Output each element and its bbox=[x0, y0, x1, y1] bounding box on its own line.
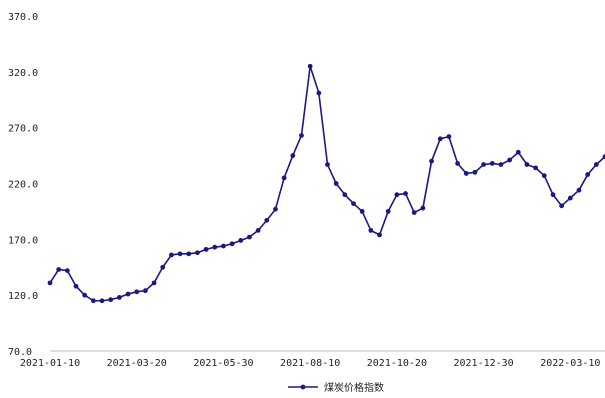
data-point bbox=[541, 173, 547, 179]
data-point bbox=[203, 246, 209, 252]
data-point bbox=[420, 205, 426, 211]
x-tick-label: 2021-10-20 bbox=[367, 358, 427, 369]
data-point bbox=[47, 280, 53, 286]
data-point bbox=[411, 210, 417, 215]
data-point bbox=[351, 201, 356, 207]
data-point bbox=[342, 192, 348, 198]
data-point bbox=[463, 171, 469, 176]
data-point bbox=[307, 63, 313, 69]
data-point bbox=[229, 241, 235, 247]
x-tick-label: 2021-01-10 bbox=[20, 358, 80, 369]
data-point bbox=[394, 192, 400, 198]
data-point bbox=[90, 298, 96, 304]
x-tick-label: 2021-05-30 bbox=[193, 358, 253, 369]
data-point bbox=[403, 191, 408, 196]
data-point bbox=[489, 161, 495, 166]
data-point bbox=[56, 267, 62, 272]
data-point bbox=[455, 161, 460, 166]
data-point bbox=[99, 298, 105, 304]
y-tick-label: 70.0 bbox=[8, 347, 32, 358]
data-point bbox=[151, 280, 157, 286]
series-group bbox=[47, 63, 605, 304]
data-point bbox=[385, 209, 391, 214]
data-point bbox=[498, 162, 504, 167]
data-point bbox=[333, 181, 339, 186]
data-point bbox=[169, 252, 174, 258]
data-point bbox=[585, 172, 591, 177]
data-point bbox=[186, 251, 192, 257]
data-point bbox=[64, 268, 70, 273]
data-point bbox=[177, 251, 183, 257]
data-point bbox=[247, 234, 252, 240]
y-tick-label: 370.0 bbox=[8, 12, 38, 23]
data-point bbox=[73, 283, 79, 289]
x-tick-label: 2021-12-30 bbox=[453, 358, 513, 369]
data-point bbox=[377, 232, 382, 238]
data-point bbox=[238, 238, 244, 243]
data-point bbox=[481, 162, 486, 167]
y-tick-label: 170.0 bbox=[8, 235, 38, 246]
data-point bbox=[264, 217, 270, 223]
x-tick-label: 2021-03-20 bbox=[107, 358, 167, 369]
data-point bbox=[515, 149, 521, 155]
data-point bbox=[524, 162, 530, 167]
data-point bbox=[437, 136, 443, 142]
data-point bbox=[567, 195, 573, 201]
x-axis-tick-labels: 2021-01-10 2021-03-20 2021-05-30 2021-08-10… bbox=[20, 358, 601, 369]
data-point bbox=[359, 209, 365, 214]
data-point bbox=[446, 134, 452, 140]
series-line bbox=[49, 65, 605, 302]
data-point bbox=[290, 153, 296, 158]
data-point bbox=[368, 228, 374, 233]
data-point bbox=[195, 250, 200, 256]
data-point bbox=[273, 206, 278, 212]
data-point bbox=[142, 288, 148, 294]
data-point bbox=[116, 295, 122, 300]
data-point bbox=[255, 228, 261, 233]
data-point bbox=[316, 90, 322, 96]
y-tick-label: 320.0 bbox=[8, 68, 38, 79]
y-tick-label: 220.0 bbox=[8, 180, 38, 191]
data-point bbox=[429, 158, 434, 164]
legend-label: 煤炭价格指数 bbox=[324, 381, 384, 394]
y-tick-label: 270.0 bbox=[8, 124, 38, 135]
data-point bbox=[82, 292, 88, 298]
x-tick-label: 2022-03-10 bbox=[540, 358, 600, 369]
data-point bbox=[160, 264, 166, 270]
legend: 煤炭价格指数 bbox=[288, 381, 384, 394]
data-point bbox=[472, 169, 478, 175]
data-point bbox=[593, 162, 599, 167]
data-point bbox=[125, 291, 131, 297]
x-tick-label: 2021-08-10 bbox=[280, 358, 340, 369]
data-point bbox=[212, 244, 218, 250]
data-point bbox=[507, 157, 513, 163]
data-point bbox=[576, 187, 582, 193]
legend-marker bbox=[300, 384, 306, 390]
data-point bbox=[550, 192, 556, 198]
data-point bbox=[221, 243, 226, 249]
data-point bbox=[134, 289, 140, 295]
data-point bbox=[533, 165, 539, 171]
data-point bbox=[325, 162, 330, 167]
y-axis-tick-labels: 370.0 320.0 270.0 220.0 170.0 120.0 70.0 bbox=[8, 12, 38, 358]
data-point bbox=[559, 203, 565, 209]
data-point bbox=[281, 175, 287, 181]
data-point bbox=[108, 297, 114, 303]
data-point bbox=[299, 133, 304, 138]
data-point bbox=[602, 154, 605, 160]
y-tick-label: 120.0 bbox=[8, 291, 38, 302]
